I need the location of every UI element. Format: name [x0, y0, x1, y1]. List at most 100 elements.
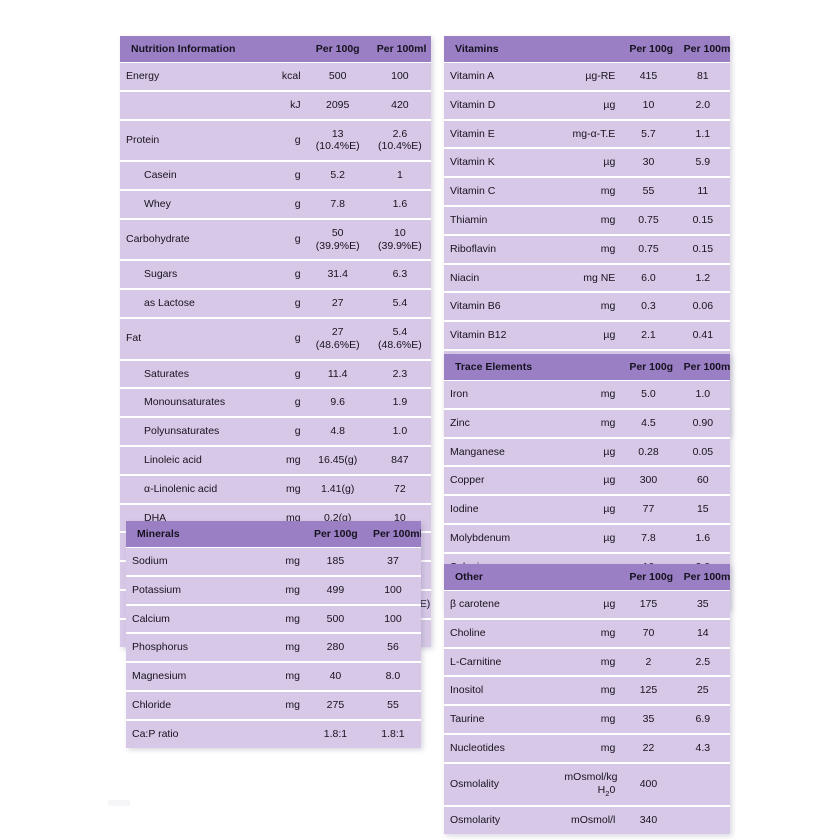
row-label: Energy — [120, 61, 254, 91]
per-100ml-header: Per 100ml — [368, 36, 431, 63]
value-per-100ml: 100 — [364, 603, 421, 634]
row-label: Linoleic acid — [120, 444, 254, 475]
row-unit: g — [253, 188, 307, 219]
value-per-100g: 2 — [621, 646, 676, 677]
row-label: Magnesium — [126, 661, 256, 691]
per-100g-header: Per 100g — [306, 36, 369, 63]
value-per-100g: 415 — [621, 61, 676, 91]
value-per-100g: 0.28 — [621, 436, 676, 467]
table-header-row: Vitamins Per 100g Per 100ml — [444, 36, 730, 63]
row-unit: mg — [255, 661, 306, 691]
row-label: Sugars — [120, 259, 254, 290]
row-label: Osmolality — [444, 761, 559, 806]
row-unit: g — [253, 416, 307, 446]
row-label: Vitamin B12 — [444, 320, 559, 350]
row-unit: mOsmol/l — [558, 804, 622, 834]
row-label: Monounsaturates — [120, 387, 254, 418]
table-row: Osmolarity mOsmol/l 340 — [444, 804, 730, 834]
value-per-100ml: 847 — [368, 444, 431, 475]
value-per-100ml: 8.0 — [364, 661, 421, 691]
row-label: Taurine — [444, 704, 559, 734]
value-per-100ml: 2.3 — [368, 358, 431, 389]
row-label: Osmolarity — [444, 804, 559, 834]
row-unit: µg-RE — [558, 61, 622, 91]
value-per-100g: 55 — [621, 176, 676, 206]
row-unit: g — [253, 288, 307, 318]
per-100g-header: Per 100g — [621, 36, 676, 63]
row-unit: mg — [558, 675, 622, 706]
row-unit: µg — [558, 494, 622, 524]
value-per-100g: 16.45(g) — [306, 444, 369, 475]
value-per-100g: 500 — [306, 61, 369, 91]
row-unit: µg — [558, 465, 622, 496]
value-per-100ml: 1.0 — [368, 416, 431, 446]
value-per-100g: 35 — [621, 704, 676, 734]
value-per-100g: 275 — [305, 689, 365, 720]
table-row: Whey g 7.8 1.6 — [120, 188, 431, 219]
value-per-100ml: 1.0 — [675, 379, 730, 409]
table-header-row: Other Per 100g Per 100ml — [444, 564, 730, 591]
value-per-100g: 31.4 — [306, 259, 369, 290]
row-label: Vitamin E — [444, 118, 559, 149]
table-row: Chloride mg 275 55 — [126, 689, 421, 720]
value-per-100ml: 5.9 — [675, 147, 730, 178]
value-per-100g: 280 — [305, 632, 365, 663]
minerals-rows: Sodium mg 185 37 Potassium mg 499 100 Calcium mg 5… — [126, 546, 421, 748]
row-unit: mg — [255, 574, 306, 605]
value-per-100g: 4.5 — [621, 407, 676, 438]
value-per-100ml: 56 — [364, 632, 421, 663]
value-per-100ml: 60 — [675, 465, 730, 496]
value-per-100ml: 0.41 — [675, 320, 730, 350]
row-unit: mg — [558, 233, 622, 264]
table-row: Vitamin B12 µg 2.1 0.41 — [444, 320, 730, 350]
row-label: Casein — [120, 160, 254, 190]
row-unit: mg — [255, 603, 306, 634]
value-per-100g: 9.6 — [306, 387, 369, 418]
table-row: Calcium mg 500 100 — [126, 603, 421, 634]
per-100ml-header: Per 100ml — [675, 564, 730, 591]
value-per-100g: 5.0 — [621, 379, 676, 409]
value-per-100g: 27 — [306, 288, 369, 318]
row-label: Vitamin D — [444, 89, 559, 120]
table-title: Trace Elements — [444, 354, 559, 381]
value-per-100ml: 0.90 — [675, 407, 730, 438]
value-per-100g: 27 (48.6%E) — [306, 316, 369, 360]
value-per-100ml: 1.6 — [368, 188, 431, 219]
value-per-100g: 340 — [621, 804, 676, 834]
row-unit: mg — [558, 407, 622, 438]
row-label: Fat — [120, 316, 254, 360]
table-row: Taurine mg 35 6.9 — [444, 704, 730, 734]
row-label: Choline — [444, 617, 559, 648]
value-per-100g: 30 — [621, 147, 676, 178]
value-per-100ml — [675, 761, 730, 806]
row-label: Molybdenum — [444, 522, 559, 553]
row-label: Protein — [120, 118, 254, 162]
unit-header — [255, 521, 306, 548]
value-per-100g: 185 — [305, 546, 365, 576]
table-row: Ca:P ratio 1.8:1 1.8:1 — [126, 718, 421, 748]
row-unit: mg — [558, 704, 622, 734]
row-label: Polyunsaturates — [120, 416, 254, 446]
table-row: Sugars g 31.4 6.3 — [120, 259, 431, 290]
table-row: Choline mg 70 14 — [444, 617, 730, 648]
value-per-100g: 0.3 — [621, 291, 676, 322]
value-per-100ml — [675, 804, 730, 834]
value-per-100g: 77 — [621, 494, 676, 524]
row-label: Nucleotides — [444, 732, 559, 763]
row-label: β carotene — [444, 589, 559, 619]
value-per-100ml: 0.06 — [675, 291, 730, 322]
row-label: Calcium — [126, 603, 256, 634]
per-100g-header: Per 100g — [621, 564, 676, 591]
row-unit: g — [253, 118, 307, 162]
table-header-row: Trace Elements Per 100g Per 100ml — [444, 354, 730, 381]
table-row: Osmolality mOsmol/kg H20 400 — [444, 761, 730, 806]
row-label: Thiamin — [444, 204, 559, 235]
value-per-100g: 10 — [621, 89, 676, 120]
table-title: Nutrition Information — [120, 36, 254, 63]
value-per-100g: 11.4 — [306, 358, 369, 389]
value-per-100ml: 1.9 — [368, 387, 431, 418]
table-row: β carotene µg 175 35 — [444, 589, 730, 619]
row-label: Vitamin C — [444, 176, 559, 206]
row-unit: mg — [558, 176, 622, 206]
